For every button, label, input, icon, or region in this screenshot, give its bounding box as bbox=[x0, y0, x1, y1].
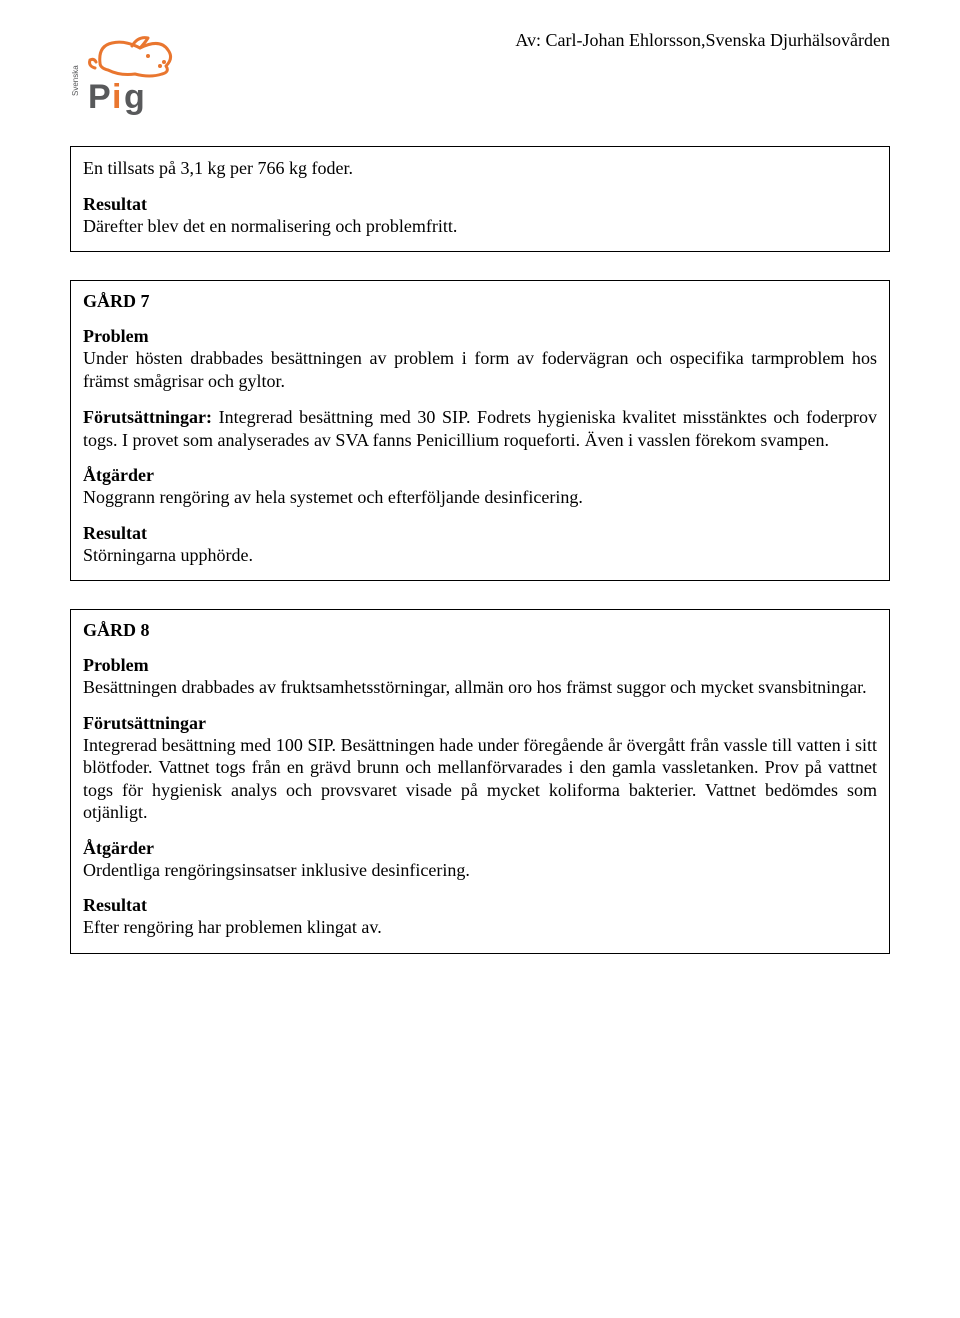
author-line: Av: Carl-Johan Ehlorsson,Svenska Djurhäl… bbox=[515, 28, 890, 51]
pig-logo-icon: Svenska P i g bbox=[70, 28, 180, 118]
box-b-farm-title: GÅRD 7 bbox=[83, 291, 877, 312]
box-c-result-text: Efter rengöring har problemen klingat av… bbox=[83, 916, 877, 939]
box-a-intro: En tillsats på 3,1 kg per 766 kg foder. bbox=[83, 157, 877, 180]
page-header: Svenska P i g Av: Carl-Johan Ehlorsson,S… bbox=[70, 28, 890, 118]
box-b-result-text: Störningarna upphörde. bbox=[83, 544, 877, 567]
logo-subtext: Svenska bbox=[71, 65, 80, 96]
document-page: Svenska P i g Av: Carl-Johan Ehlorsson,S… bbox=[0, 0, 960, 1022]
box-a-result-text: Därefter blev det en normalisering och p… bbox=[83, 215, 877, 238]
box-b-problem-text: Under hösten drabbades besättningen av p… bbox=[83, 347, 877, 392]
box-c-problem-text: Besättningen drabbades av fruktsamhetsst… bbox=[83, 676, 877, 699]
box-b-result-label: Resultat bbox=[83, 523, 877, 544]
box-c-action-text: Ordentliga rengöringsinsatser inklusive … bbox=[83, 859, 877, 882]
box-b-action-label: Åtgärder bbox=[83, 465, 877, 486]
box-c-problem-label: Problem bbox=[83, 655, 877, 676]
content-box-b: GÅRD 7 Problem Under hösten drabbades be… bbox=[70, 280, 890, 581]
box-b-problem-label: Problem bbox=[83, 326, 877, 347]
content-box-c: GÅRD 8 Problem Besättningen drabbades av… bbox=[70, 609, 890, 954]
box-b-prereq-block: Förutsättningar: Integrerad besättning m… bbox=[83, 406, 877, 451]
svg-text:P: P bbox=[88, 78, 111, 116]
box-c-result-label: Resultat bbox=[83, 895, 877, 916]
brand-logo: Svenska P i g bbox=[70, 28, 180, 118]
content-box-a: En tillsats på 3,1 kg per 766 kg foder. … bbox=[70, 146, 890, 252]
box-b-prereq-label: Förutsättningar: bbox=[83, 407, 212, 427]
box-c-prereq-label: Förutsättningar bbox=[83, 713, 877, 734]
box-c-prereq-text: Integrerad besättning med 100 SIP. Besät… bbox=[83, 734, 877, 824]
svg-text:i: i bbox=[112, 78, 121, 116]
box-a-result-label: Resultat bbox=[83, 194, 877, 215]
box-b-action-text: Noggrann rengöring av hela systemet och … bbox=[83, 486, 877, 509]
svg-text:g: g bbox=[124, 78, 145, 116]
box-c-action-label: Åtgärder bbox=[83, 838, 877, 859]
box-c-farm-title: GÅRD 8 bbox=[83, 620, 877, 641]
